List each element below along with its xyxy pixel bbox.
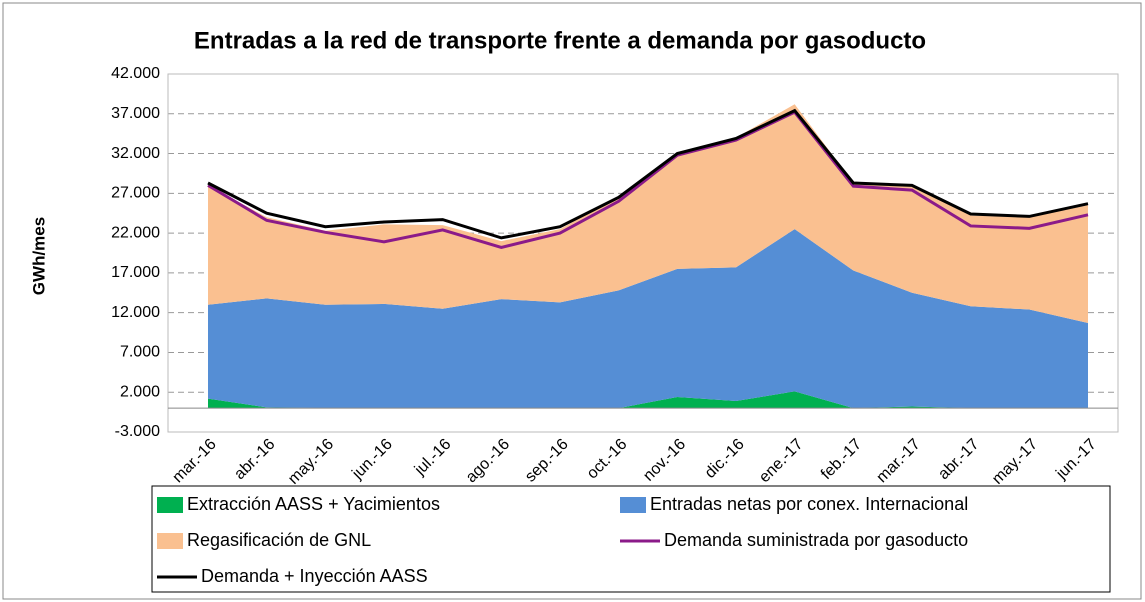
- y-tick-label: 7.000: [120, 344, 160, 361]
- y-tick-label: 42.000: [111, 65, 160, 82]
- y-tick-label: 37.000: [111, 105, 160, 122]
- area: [208, 229, 1088, 409]
- y-tick-label: 12.000: [111, 304, 160, 321]
- legend-label: Extracción AASS + Yacimientos: [187, 494, 440, 514]
- plot-border: [167, 73, 1119, 433]
- legend-label: Demanda + Inyección AASS: [201, 566, 428, 586]
- legend-swatch: [620, 497, 646, 513]
- legend-label: Demanda suministrada por gasoducto: [664, 530, 968, 550]
- legend-swatch: [157, 533, 183, 549]
- y-tick-label: 32.000: [111, 145, 160, 162]
- legend-swatch: [157, 497, 183, 513]
- area: [208, 391, 1088, 409]
- y-tick-label: 17.000: [111, 264, 160, 281]
- y-tick-label: -3.000: [115, 423, 160, 440]
- y-tick-label: 27.000: [111, 185, 160, 202]
- y-tick-label: 2.000: [120, 383, 160, 400]
- y-tick-label: 22.000: [111, 224, 160, 241]
- line: [207, 108, 1089, 240]
- legend-label: Entradas netas por conex. Internacional: [650, 494, 968, 514]
- line: [207, 110, 1089, 249]
- chart-title: Entradas a la red de transporte frente a…: [194, 27, 926, 54]
- legend-label: Regasificación de GNL: [187, 530, 371, 550]
- y-axis-label: GWh/mes: [29, 217, 48, 295]
- area: [208, 104, 1088, 324]
